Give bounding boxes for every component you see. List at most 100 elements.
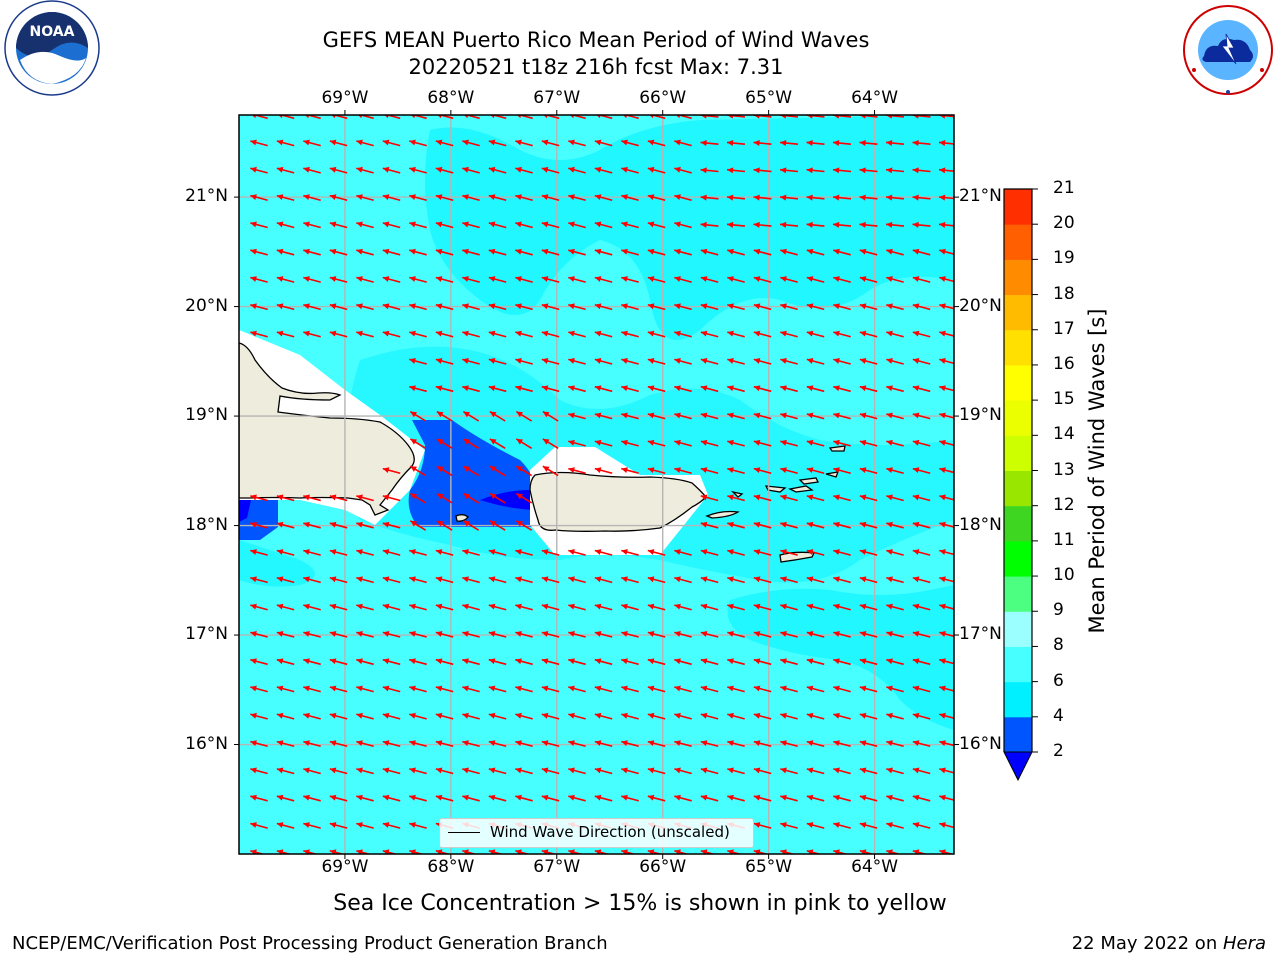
wave-direction-arrow: [859, 221, 878, 228]
wave-direction-arrow: [647, 303, 666, 311]
wave-direction-arrow: [409, 139, 427, 147]
wave-direction-arrow: [832, 167, 852, 174]
wave-direction-arrow: [382, 494, 401, 502]
wave-direction-arrow: [833, 439, 851, 447]
wave-direction-arrow: [382, 467, 401, 474]
wave-direction-arrow: [250, 330, 268, 338]
wave-direction-arrow: [303, 631, 321, 638]
wave-direction-arrow: [409, 438, 427, 449]
wave-direction-arrow: [489, 438, 506, 449]
wave-direction-arrow: [700, 794, 719, 802]
wave-direction-arrow: [489, 520, 506, 531]
wave-direction-arrow: [568, 194, 586, 201]
wave-direction-arrow: [674, 712, 692, 720]
wave-direction-arrow: [568, 139, 586, 147]
wave-direction-arrow: [727, 521, 745, 529]
wave-direction-arrow: [726, 194, 746, 201]
lat-label-left: 19°N: [185, 405, 228, 426]
footer-date-text: 22 May 2022 on: [1071, 933, 1223, 954]
wave-direction-arrow: [780, 303, 798, 311]
wave-direction-arrow: [753, 303, 772, 311]
wave-direction-arrow: [515, 685, 533, 693]
wave-direction-arrow: [912, 822, 931, 829]
wave-direction-arrow: [780, 467, 798, 474]
lat-label-left: 16°N: [185, 733, 228, 754]
wave-direction-arrow: [912, 549, 931, 556]
wave-direction-arrow: [621, 139, 639, 147]
wave-direction-arrow: [409, 849, 425, 854]
wave-direction-arrow: [621, 767, 639, 775]
noaa-logo-icon: NOAA: [4, 0, 100, 96]
wave-direction-arrow: [568, 166, 586, 174]
wave-direction-arrow: [250, 521, 268, 529]
wave-direction-arrow: [356, 303, 374, 311]
wave-direction-arrow: [647, 221, 666, 229]
wave-direction-arrow: [806, 767, 825, 775]
wave-direction-arrow: [594, 603, 613, 611]
wave-direction-arrow: [568, 603, 586, 611]
wave-direction-arrow: [329, 521, 348, 529]
wave-direction-arrow: [832, 194, 852, 201]
wave-direction-arrow: [674, 221, 692, 229]
wave-direction-arrow: [806, 576, 825, 584]
wave-direction-arrow: [541, 358, 560, 365]
wave-direction-arrow: [329, 631, 348, 638]
wave-direction-arrow: [700, 194, 719, 201]
wave-direction-arrow: [462, 576, 480, 584]
wave-direction-arrow: [700, 658, 719, 666]
wave-direction-arrow: [356, 794, 374, 802]
wave-direction-arrow: [542, 410, 559, 422]
wave-direction-arrow: [462, 549, 480, 556]
wave-direction-arrow: [753, 740, 772, 747]
wave-direction-arrow: [515, 194, 533, 201]
wave-direction-arrow: [568, 303, 586, 311]
colorbar-segment: [1004, 611, 1032, 647]
wave-direction-arrow: [859, 276, 878, 283]
colorbar-segment: [1004, 224, 1032, 260]
wave-direction-arrow: [780, 794, 798, 802]
wave-direction-arrow: [331, 115, 348, 120]
wave-direction-arrow: [621, 603, 639, 611]
wave-direction-arrow: [303, 221, 321, 229]
wave-direction-arrow: [780, 330, 798, 338]
wave-direction-arrow: [727, 248, 745, 256]
wave-direction-arrow: [727, 467, 745, 474]
wave-direction-arrow: [674, 412, 692, 420]
wave-direction-arrow: [886, 685, 904, 693]
colorbar-tick-label: 12: [1053, 494, 1075, 515]
wave-direction-arrow: [304, 115, 321, 120]
wave-direction-arrow: [859, 603, 878, 611]
wave-direction-arrow: [541, 712, 560, 720]
colorbar-segment: [1004, 646, 1032, 683]
wave-direction-arrow: [250, 822, 268, 829]
wave-direction-arrow: [515, 712, 533, 720]
wave-direction-arrow: [409, 410, 427, 422]
wave-direction-arrow: [780, 248, 798, 256]
wave-direction-arrow: [806, 385, 825, 393]
wave-direction-arrow: [727, 549, 745, 556]
land-tortola: [798, 477, 819, 485]
wave-direction-arrow: [939, 849, 954, 854]
wave-direction-arrow: [435, 330, 454, 338]
wave-direction-arrow: [541, 276, 560, 283]
wave-direction-arrow: [382, 794, 401, 802]
wave-direction-arrow: [885, 221, 905, 228]
wave-direction-arrow: [753, 276, 772, 283]
wave-direction-arrow: [859, 412, 878, 420]
wave-direction-arrow: [250, 166, 268, 174]
colorbar-segment: [1004, 681, 1032, 718]
wave-direction-arrow: [833, 631, 851, 638]
colorbar-segment: [1004, 329, 1032, 366]
wave-direction-arrow: [779, 167, 799, 174]
wave-direction-arrow: [621, 576, 639, 584]
wave-direction-arrow: [276, 549, 295, 556]
wave-direction-arrow: [356, 166, 374, 174]
wave-direction-arrow: [832, 221, 852, 228]
wave-direction-arrow: [753, 358, 772, 365]
wave-direction-arrow: [276, 330, 295, 338]
wave-direction-arrow: [753, 521, 772, 529]
wave-direction-arrow: [409, 358, 427, 365]
wave-direction-arrow: [886, 494, 904, 502]
wave-direction-arrow: [596, 115, 613, 120]
wave-direction-arrow: [276, 276, 295, 283]
